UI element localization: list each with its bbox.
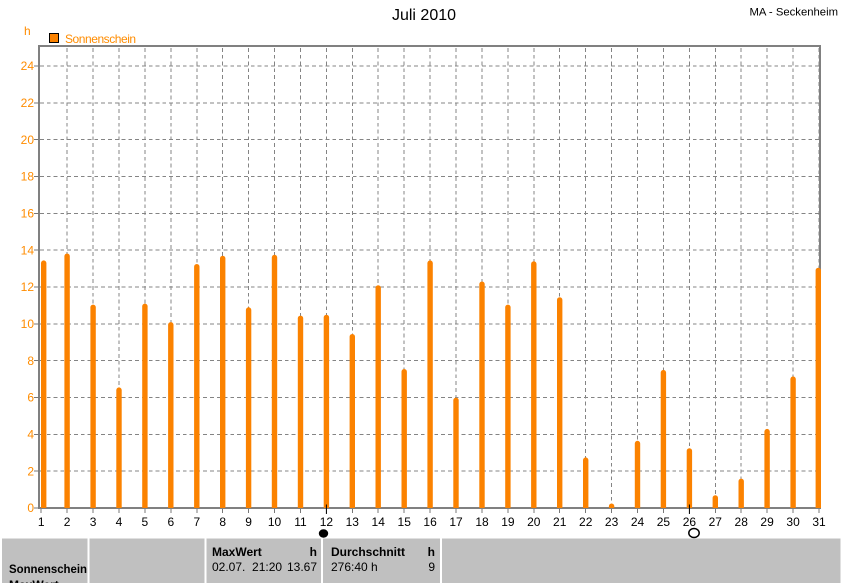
svg-text:8: 8 <box>219 515 226 529</box>
svg-text:MA - Seckenheim: MA - Seckenheim <box>749 7 838 19</box>
svg-text:11: 11 <box>294 515 307 529</box>
svg-text:30: 30 <box>786 515 800 529</box>
svg-text:3: 3 <box>90 515 97 529</box>
svg-text:276:40 h: 276:40 h <box>331 560 378 574</box>
svg-text:16: 16 <box>21 207 35 221</box>
svg-text:22: 22 <box>21 96 35 110</box>
svg-text:18: 18 <box>475 515 489 529</box>
svg-text:14: 14 <box>21 243 35 257</box>
svg-text:24: 24 <box>21 59 35 73</box>
svg-text:Durchschnitt: Durchschnitt <box>331 545 405 559</box>
svg-text:21: 21 <box>553 515 567 529</box>
svg-text:4: 4 <box>27 428 34 442</box>
svg-text:Sonnenschein: Sonnenschein <box>65 32 136 46</box>
svg-text:h: h <box>310 545 317 559</box>
svg-text:17: 17 <box>449 515 463 529</box>
svg-text:02.07. 21:20: 02.07. 21:20 <box>212 560 282 574</box>
svg-text:14: 14 <box>372 515 386 529</box>
svg-text:16: 16 <box>423 515 437 529</box>
svg-text:22: 22 <box>579 515 593 529</box>
svg-text:13: 13 <box>346 515 360 529</box>
svg-text:20: 20 <box>21 133 35 147</box>
svg-text:9: 9 <box>245 515 252 529</box>
svg-text:26: 26 <box>683 515 697 529</box>
svg-text:23: 23 <box>605 515 619 529</box>
svg-text:MaxWert: MaxWert <box>9 578 59 583</box>
svg-text:27: 27 <box>709 515 723 529</box>
svg-text:20: 20 <box>527 515 541 529</box>
svg-text:29: 29 <box>760 515 774 529</box>
svg-text:6: 6 <box>27 391 34 405</box>
svg-text:25: 25 <box>657 515 671 529</box>
svg-text:12: 12 <box>21 280 35 294</box>
svg-text:h: h <box>428 545 435 559</box>
svg-text:31: 31 <box>812 515 826 529</box>
svg-text:4: 4 <box>116 515 123 529</box>
svg-text:24: 24 <box>631 515 645 529</box>
svg-text:2: 2 <box>64 515 71 529</box>
svg-text:0: 0 <box>27 501 34 515</box>
svg-text:5: 5 <box>142 515 149 529</box>
svg-text:8: 8 <box>27 354 34 368</box>
svg-text:10: 10 <box>21 317 35 331</box>
svg-text:28: 28 <box>735 515 749 529</box>
svg-text:19: 19 <box>501 515 515 529</box>
svg-text:MaxWert: MaxWert <box>212 545 262 559</box>
svg-text:9: 9 <box>428 560 435 574</box>
svg-text:h: h <box>24 24 31 38</box>
svg-text:2: 2 <box>27 464 34 478</box>
svg-text:15: 15 <box>398 515 412 529</box>
svg-text:7: 7 <box>193 515 200 529</box>
svg-text:Sonnenschein: Sonnenschein <box>9 562 87 576</box>
svg-text:1: 1 <box>38 515 45 529</box>
svg-text:12: 12 <box>320 515 334 529</box>
svg-text:6: 6 <box>167 515 174 529</box>
svg-text:10: 10 <box>268 515 282 529</box>
svg-text:13.67: 13.67 <box>287 560 317 574</box>
svg-text:Juli 2010: Juli 2010 <box>392 7 456 24</box>
svg-text:18: 18 <box>21 170 35 184</box>
